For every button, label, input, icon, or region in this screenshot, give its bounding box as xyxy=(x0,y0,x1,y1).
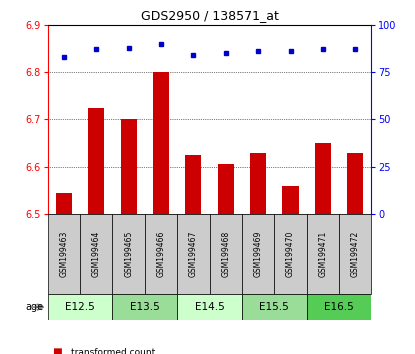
Text: GSM199472: GSM199472 xyxy=(351,231,360,277)
FancyBboxPatch shape xyxy=(112,214,145,294)
Text: ■: ■ xyxy=(52,347,61,354)
Text: GSM199470: GSM199470 xyxy=(286,231,295,277)
Text: GSM199463: GSM199463 xyxy=(59,231,68,277)
FancyBboxPatch shape xyxy=(339,214,371,294)
FancyBboxPatch shape xyxy=(112,294,177,320)
FancyBboxPatch shape xyxy=(210,214,242,294)
Bar xyxy=(121,120,137,214)
FancyBboxPatch shape xyxy=(48,214,80,294)
FancyBboxPatch shape xyxy=(307,214,339,294)
Bar xyxy=(282,186,299,214)
FancyBboxPatch shape xyxy=(307,294,371,320)
FancyBboxPatch shape xyxy=(80,214,112,294)
Bar xyxy=(56,193,72,214)
Bar xyxy=(347,153,364,214)
Text: GSM199465: GSM199465 xyxy=(124,231,133,277)
FancyBboxPatch shape xyxy=(145,214,177,294)
Text: E13.5: E13.5 xyxy=(130,302,160,312)
Bar xyxy=(250,153,266,214)
Text: GSM199464: GSM199464 xyxy=(92,231,101,277)
Text: E16.5: E16.5 xyxy=(324,302,354,312)
FancyBboxPatch shape xyxy=(177,214,210,294)
Bar xyxy=(217,165,234,214)
FancyBboxPatch shape xyxy=(48,294,112,320)
Text: GSM199467: GSM199467 xyxy=(189,231,198,277)
FancyBboxPatch shape xyxy=(177,294,242,320)
FancyBboxPatch shape xyxy=(242,214,274,294)
FancyBboxPatch shape xyxy=(274,214,307,294)
Title: GDS2950 / 138571_at: GDS2950 / 138571_at xyxy=(141,9,278,22)
Text: transformed count: transformed count xyxy=(71,348,155,354)
Text: E12.5: E12.5 xyxy=(65,302,95,312)
Bar xyxy=(315,143,331,214)
Bar xyxy=(153,72,169,214)
Text: GSM199471: GSM199471 xyxy=(318,231,327,277)
Text: E15.5: E15.5 xyxy=(259,302,289,312)
Text: GSM199466: GSM199466 xyxy=(156,231,166,277)
Text: age: age xyxy=(25,302,44,312)
Bar xyxy=(88,108,105,214)
Text: GSM199468: GSM199468 xyxy=(221,231,230,277)
Bar xyxy=(185,155,202,214)
Text: GSM199469: GSM199469 xyxy=(254,231,263,277)
FancyBboxPatch shape xyxy=(242,294,307,320)
Text: E14.5: E14.5 xyxy=(195,302,225,312)
